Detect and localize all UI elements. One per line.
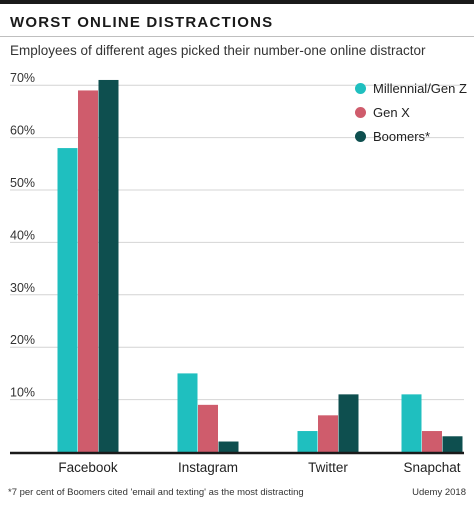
x-category-label: Twitter [308,460,348,475]
x-category-label: Facebook [58,460,118,475]
bar-facebook-gen-x [78,90,98,452]
bar-instagram-gen-x [198,404,218,452]
title-divider [0,36,474,37]
y-tick-label: 30% [10,281,35,295]
chart-subtitle: Employees of different ages picked their… [10,43,426,58]
x-category-label: Snapchat [403,460,460,475]
legend-item: Boomers* [355,124,467,148]
y-tick-label: 20% [10,333,35,347]
footnote: *7 per cent of Boomers cited 'email and … [8,487,304,498]
y-tick-label: 50% [10,176,35,190]
chart-title: WORST ONLINE DISTRACTIONS [10,14,274,31]
legend-label: Millennial/Gen Z [373,80,467,96]
bar-facebook-millennial-gen-z [57,148,78,452]
legend-item: Millennial/Gen Z [355,76,467,100]
bar-twitter-gen-x [318,415,338,452]
bar-twitter-millennial-gen-z [297,431,318,452]
bar-snapchat-millennial-gen-z [401,394,422,452]
bar-twitter-boomers [338,394,359,452]
legend-label: Gen X [373,104,410,120]
y-tick-label: 10% [10,386,35,400]
y-tick-label: 40% [10,228,35,242]
legend-item: Gen X [355,100,467,124]
bar-instagram-millennial-gen-z [177,373,198,452]
y-tick-label: 60% [10,124,35,138]
legend-label: Boomers* [373,128,431,144]
legend-swatch [355,130,366,142]
y-tick-label: 70% [10,71,35,85]
bar-snapchat-boomers [442,436,463,452]
chart-legend: Millennial/Gen Z Gen X Boomers* [355,76,467,148]
source-credit: Udemy 2018 [412,487,466,498]
legend-swatch [355,106,366,118]
legend-swatch [355,82,366,94]
x-category-label: Instagram [178,460,238,475]
bar-instagram-boomers [218,441,239,452]
bar-facebook-boomers [98,79,119,453]
bar-snapchat-gen-x [422,431,442,452]
top-rule [0,0,474,4]
